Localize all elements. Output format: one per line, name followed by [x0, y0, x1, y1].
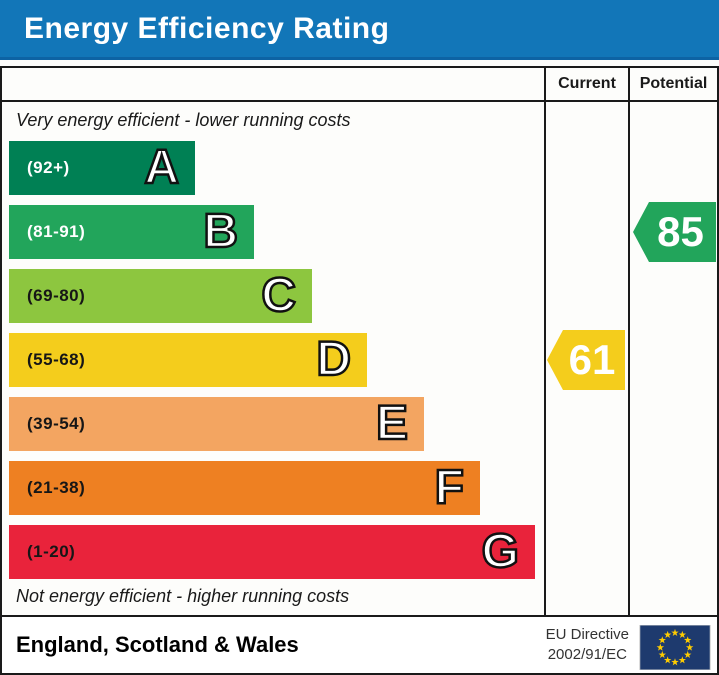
potential-column-divider	[628, 68, 630, 615]
band-letter: E	[375, 396, 410, 452]
current-column-divider	[544, 68, 546, 615]
band-D: (55-68) D	[9, 332, 367, 388]
footer-bar: England, Scotland & Wales EU Directive 2…	[0, 615, 719, 675]
band-A: (92+) A	[9, 140, 195, 196]
current-rating-arrow: 61	[547, 330, 625, 390]
band-range-label: (55-68)	[27, 350, 86, 369]
band-range-label: (81-91)	[27, 222, 86, 241]
band-range-label: (21-38)	[27, 478, 86, 497]
band-G: (1-20) G	[9, 524, 535, 580]
footer-region-label: England, Scotland & Wales	[16, 632, 299, 657]
band-C: (69-80) C	[9, 268, 312, 324]
eu-directive-label: EU Directive 2002/91/EC	[545, 625, 629, 663]
band-letter: F	[433, 460, 465, 516]
potential-rating-value: 85	[657, 208, 704, 255]
eu-flag-icon	[639, 625, 711, 670]
current-rating-value: 61	[568, 336, 616, 383]
band-range-label: (1-20)	[27, 542, 76, 561]
table-header-row: Current Potential	[2, 68, 717, 102]
column-header-current: Current	[558, 75, 616, 92]
rating-table: Current Potential Very energy efficient …	[0, 66, 719, 617]
column-header-potential: Potential	[639, 75, 708, 92]
band-E: (39-54) E	[9, 396, 424, 452]
band-range-label: (69-80)	[27, 286, 86, 305]
band-letter: D	[315, 332, 352, 388]
note-very-efficient: Very energy efficient - lower running co…	[16, 110, 351, 130]
title-bar: Energy Efficiency Rating	[0, 0, 719, 60]
band-letter: G	[480, 524, 520, 580]
band-range-label: (39-54)	[27, 414, 86, 433]
band-B: (81-91) B	[9, 204, 254, 260]
band-letter: B	[202, 204, 239, 260]
page-title: Energy Efficiency Rating	[24, 11, 390, 45]
band-letter: C	[260, 268, 297, 324]
band-F: (21-38) F	[9, 460, 480, 516]
band-letter: A	[143, 140, 180, 196]
band-range-label: (92+)	[27, 158, 70, 177]
potential-rating-arrow: 85	[633, 202, 716, 262]
note-not-efficient: Not energy efficient - higher running co…	[16, 586, 350, 606]
